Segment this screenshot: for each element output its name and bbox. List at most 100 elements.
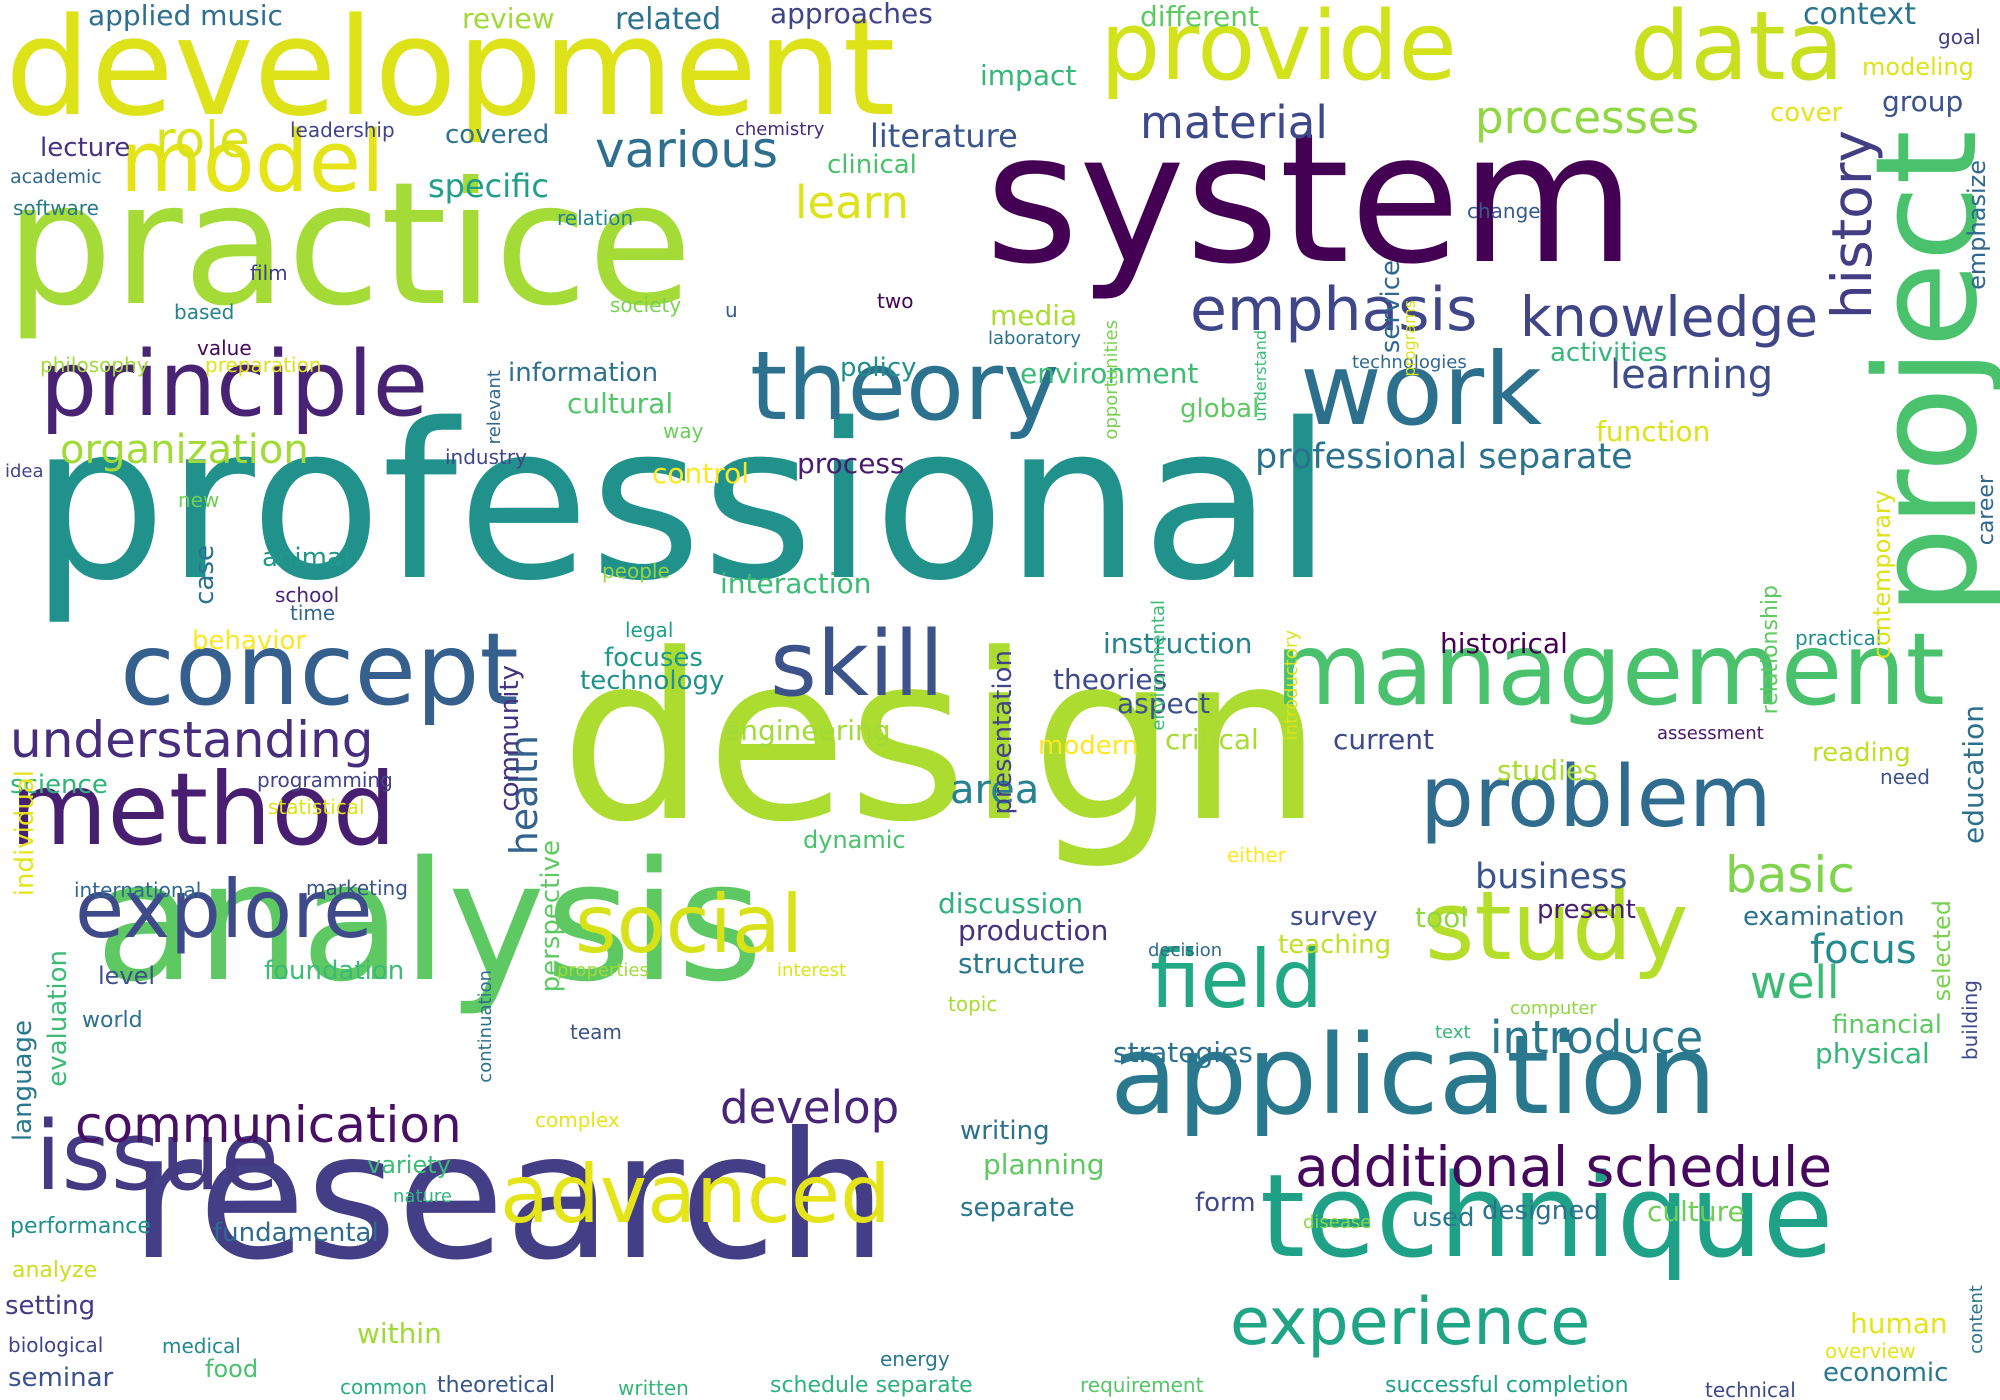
word-society: society	[610, 293, 682, 317]
word-analyze: analyze	[12, 1258, 98, 1283]
word-disease: disease	[1303, 1212, 1372, 1233]
word-overview: overview	[1825, 1339, 1916, 1363]
word-professional-separate: professional separate	[1255, 437, 1633, 477]
word-business: business	[1475, 857, 1628, 897]
word-experience: experience	[1230, 1285, 1591, 1360]
word-impact: impact	[980, 59, 1077, 92]
word-global: global	[1180, 394, 1260, 424]
word-common: common	[340, 1375, 428, 1399]
word-human: human	[1850, 1307, 1948, 1340]
word-topic: topic	[948, 992, 998, 1016]
word-problem: problem	[1420, 748, 1772, 847]
word-relevant: relevant	[484, 370, 505, 445]
word-production: production	[958, 914, 1109, 947]
word-within: within	[357, 1317, 442, 1350]
word-area: area	[950, 767, 1040, 813]
word-u: u	[725, 298, 738, 322]
word-field: field	[1150, 933, 1323, 1026]
word-work: work	[1300, 331, 1542, 448]
word-interest: interest	[777, 960, 847, 981]
word-management: management	[1275, 611, 1945, 728]
word-aspect: aspect	[1117, 687, 1211, 720]
word-survey: survey	[1290, 902, 1378, 932]
word-theory: theory	[750, 332, 1060, 442]
word-computer: computer	[1510, 998, 1597, 1019]
word-nature: nature	[393, 1186, 452, 1207]
word-international: international	[74, 878, 202, 902]
word-continuation: continuation	[475, 970, 496, 1083]
word-strategies: strategies	[1113, 1036, 1253, 1069]
word-selected: selected	[1928, 900, 1956, 1002]
word-written: written	[618, 1376, 689, 1400]
word-form: form	[1195, 1188, 1256, 1218]
word-knowledge: knowledge	[1520, 285, 1819, 349]
word-tool: tool	[1415, 901, 1469, 934]
word-skill: skill	[770, 612, 945, 717]
word-modeling: modeling	[1862, 53, 1974, 81]
word-various: various	[595, 121, 779, 179]
word-introductory: introductory	[1281, 630, 1302, 741]
word-structure: structure	[958, 947, 1086, 980]
word-additional-schedule: additional schedule	[1295, 1135, 1833, 1199]
word-learning: learning	[1610, 352, 1774, 398]
word-economic: economic	[1823, 1358, 1949, 1388]
word-foundation: foundation	[264, 956, 405, 986]
word-technique: technique	[1260, 1150, 1834, 1284]
word-decision: decision	[1148, 940, 1223, 961]
word-control: control	[652, 457, 750, 490]
word-variety: variety	[367, 1151, 451, 1179]
word-goal: goal	[1938, 25, 1981, 49]
word-critical: critical	[1165, 723, 1259, 756]
word-people: people	[602, 559, 670, 583]
word-financial: financial	[1832, 1010, 1942, 1040]
word-discussion: discussion	[938, 887, 1084, 920]
word-present: present	[1537, 895, 1636, 925]
word-need: need	[1880, 765, 1930, 789]
word-perspective: perspective	[536, 840, 566, 993]
word-requirement: requirement	[1080, 1373, 1204, 1397]
word-provide: provide	[1100, 0, 1457, 102]
word-organization: organization	[60, 427, 309, 473]
word-emphasis: emphasis	[1190, 275, 1478, 345]
word-medical: medical	[162, 1334, 241, 1358]
word-leadership: leadership	[290, 118, 395, 142]
word-introduce: introduce	[1490, 1011, 1704, 1064]
word-activities: activities	[1550, 338, 1668, 368]
word-either: either	[1227, 843, 1286, 867]
word-policy: policy	[840, 353, 917, 383]
word-academic: academic	[10, 166, 102, 188]
word-content: content	[1966, 1285, 1987, 1354]
word-opportunities: opportunities	[1101, 320, 1122, 440]
word-related: related	[615, 2, 722, 37]
word-performance: performance	[10, 1214, 151, 1239]
word-value: value	[197, 336, 252, 360]
word-building: building	[1958, 980, 1982, 1061]
word-environmental: environmental	[1148, 600, 1169, 731]
word-principle: principle	[40, 332, 429, 437]
word-theoretical: theoretical	[437, 1373, 556, 1398]
word-technical: technical	[1705, 1378, 1796, 1400]
word-model: model	[120, 113, 385, 212]
word-emphasize: emphasize	[1963, 160, 1991, 290]
word-time: time	[290, 601, 336, 625]
word-case: case	[190, 545, 220, 605]
word-instruction: instruction	[1103, 627, 1253, 660]
word-practical: practical	[1795, 626, 1882, 650]
word-group: group	[1882, 85, 1964, 118]
word-learn: learn	[795, 176, 909, 229]
word-chemistry: chemistry	[735, 119, 825, 140]
word-clinical: clinical	[827, 150, 917, 180]
word-legal: legal	[625, 618, 674, 642]
word-research: research	[130, 1096, 888, 1299]
word-history: history	[1820, 130, 1884, 320]
word-service: service	[1376, 260, 1406, 354]
word-understanding: understanding	[10, 711, 374, 769]
word-applied-music: applied music	[88, 0, 283, 32]
word-professional: professional	[30, 377, 1333, 628]
word-well: well	[1750, 956, 1840, 1009]
word-behavior: behavior	[192, 626, 307, 656]
word-energy: energy	[880, 1347, 950, 1371]
word-two: two	[877, 289, 914, 313]
word-function: function	[1596, 415, 1711, 448]
word-relation: relation	[557, 206, 634, 230]
